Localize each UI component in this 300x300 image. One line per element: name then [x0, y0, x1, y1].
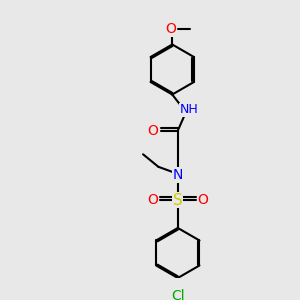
Text: O: O [197, 193, 208, 207]
Text: O: O [147, 193, 158, 207]
Text: NH: NH [179, 103, 198, 116]
Text: Cl: Cl [171, 289, 184, 300]
Text: N: N [172, 168, 183, 182]
Text: O: O [165, 22, 176, 36]
Text: O: O [147, 124, 158, 138]
Text: S: S [173, 193, 183, 208]
